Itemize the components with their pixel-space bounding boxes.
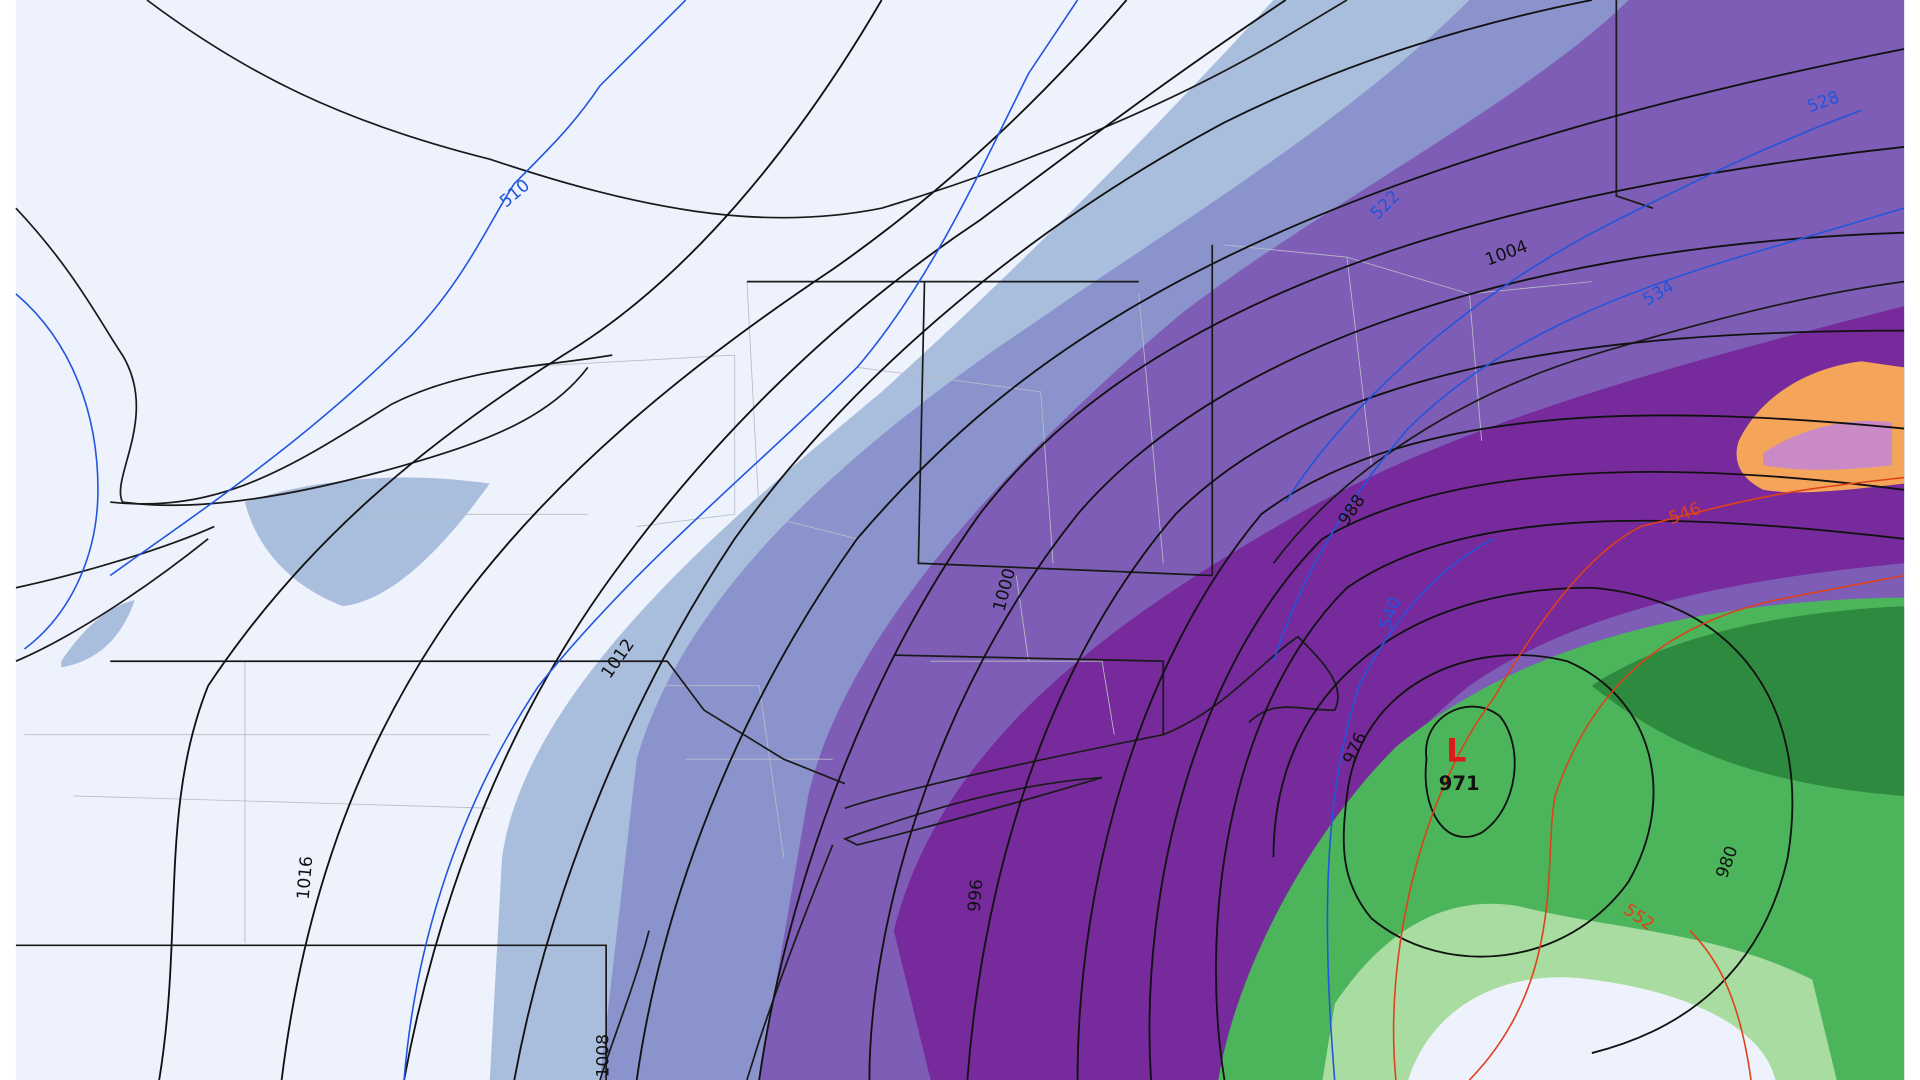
- mix-pink: [1763, 420, 1892, 470]
- isobars: [158, 0, 1905, 1080]
- borders: [15, 0, 1905, 1080]
- precip-patch: [244, 477, 490, 607]
- isobar-label: 1016: [294, 855, 318, 900]
- isobar-label: 1008: [594, 1034, 614, 1078]
- clear: [1408, 977, 1776, 1080]
- precip-patch: [61, 600, 135, 668]
- rain-dark: [1591, 606, 1905, 796]
- precip-deep: [893, 306, 1905, 1080]
- thickness-lines: [15, 0, 1905, 1080]
- low-pressure: 971: [1439, 772, 1480, 795]
- low-symbol: L: [1446, 732, 1466, 770]
- isobar-label: 996: [965, 878, 988, 912]
- map-area: [15, 0, 1905, 1080]
